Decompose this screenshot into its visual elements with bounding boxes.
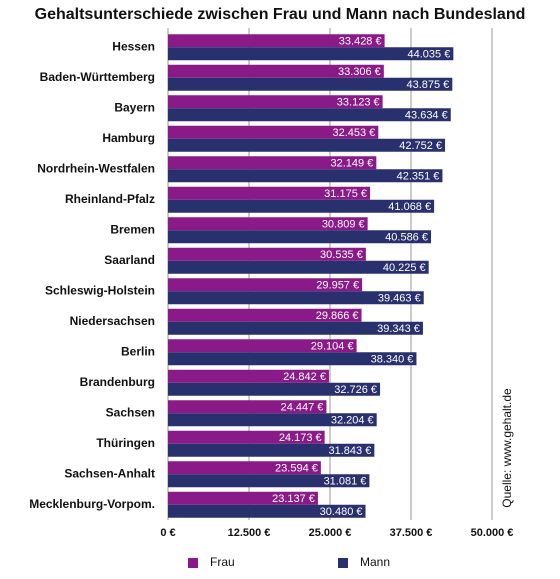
bar bbox=[168, 321, 423, 335]
bar bbox=[168, 504, 366, 518]
legend-swatch bbox=[188, 558, 198, 568]
value-label: 40.586 € bbox=[385, 232, 428, 244]
value-label: 32.726 € bbox=[334, 384, 377, 396]
value-label: 33.306 € bbox=[338, 66, 381, 78]
value-label: 44.035 € bbox=[408, 49, 451, 61]
legend-swatch bbox=[338, 558, 348, 568]
value-label: 38.340 € bbox=[371, 354, 414, 366]
bar bbox=[168, 169, 443, 183]
value-label: 30.809 € bbox=[322, 219, 365, 231]
legend-label: Mann bbox=[360, 555, 390, 569]
bar bbox=[168, 156, 377, 170]
value-label: 29.866 € bbox=[316, 310, 359, 322]
x-tick-label: 37.500 € bbox=[390, 527, 433, 539]
value-label: 32.149 € bbox=[330, 158, 373, 170]
value-label: 41.068 € bbox=[388, 201, 431, 213]
bar bbox=[168, 369, 329, 383]
value-label: 43.875 € bbox=[406, 79, 449, 91]
value-label: 32.204 € bbox=[331, 415, 374, 427]
bar bbox=[168, 413, 377, 427]
value-label: 30.535 € bbox=[320, 249, 363, 261]
value-label: 39.343 € bbox=[377, 323, 420, 335]
y-tick-label: Bayern bbox=[114, 100, 155, 114]
bar bbox=[168, 125, 379, 139]
y-tick-label: Berlin bbox=[121, 344, 155, 358]
chart-title: Gehaltsunterschiede zwischen Frau und Ma… bbox=[35, 6, 526, 23]
y-tick-label: Hamburg bbox=[102, 131, 155, 145]
value-label: 31.081 € bbox=[324, 476, 367, 488]
bar bbox=[168, 217, 368, 231]
y-tick-label: Brandenburg bbox=[80, 375, 155, 389]
x-tick-label: 12.500 € bbox=[228, 527, 271, 539]
bar bbox=[168, 95, 383, 109]
source-note: Quelle: www.gehalt.de bbox=[500, 388, 514, 508]
y-tick-label: Bremen bbox=[110, 222, 155, 236]
bar bbox=[168, 230, 431, 244]
bar bbox=[168, 47, 454, 61]
value-label: 40.225 € bbox=[383, 262, 426, 274]
y-tick-label: Saarland bbox=[104, 253, 155, 267]
value-label: 42.351 € bbox=[397, 171, 440, 183]
bar bbox=[168, 199, 435, 213]
bar bbox=[168, 308, 362, 322]
value-label: 29.957 € bbox=[316, 280, 359, 292]
y-tick-label: Rheinland-Pfalz bbox=[65, 192, 155, 206]
bar bbox=[168, 247, 366, 261]
value-label: 24.842 € bbox=[283, 371, 326, 383]
bar bbox=[168, 430, 325, 444]
bar bbox=[168, 278, 363, 292]
value-label: 33.123 € bbox=[337, 97, 380, 109]
y-tick-label: Niedersachsen bbox=[70, 314, 155, 328]
bar bbox=[168, 77, 453, 91]
value-label: 23.137 € bbox=[272, 493, 315, 505]
value-label: 24.447 € bbox=[281, 402, 324, 414]
bar bbox=[168, 491, 318, 505]
y-tick-label: Thüringen bbox=[96, 436, 155, 450]
value-label: 24.173 € bbox=[279, 432, 322, 444]
value-label: 29.104 € bbox=[311, 341, 354, 353]
value-label: 42.752 € bbox=[399, 140, 442, 152]
bar bbox=[168, 443, 375, 457]
legend-label: Frau bbox=[210, 555, 235, 569]
value-label: 23.594 € bbox=[275, 463, 318, 475]
y-tick-label: Schleswig-Holstein bbox=[45, 283, 155, 297]
y-tick-label: Sachsen bbox=[106, 405, 155, 419]
bar bbox=[168, 461, 321, 475]
y-tick-label: Sachsen-Anhalt bbox=[64, 466, 155, 480]
value-label: 39.463 € bbox=[378, 293, 421, 305]
bar bbox=[168, 108, 451, 122]
value-label: 31.175 € bbox=[324, 188, 367, 200]
value-label: 43.634 € bbox=[405, 110, 448, 122]
y-tick-label: Baden-Württemberg bbox=[40, 70, 155, 84]
value-label: 33.428 € bbox=[339, 36, 382, 48]
bar bbox=[168, 474, 370, 488]
bar bbox=[168, 34, 385, 48]
x-tick-label: 50.000 € bbox=[471, 527, 514, 539]
value-label: 31.843 € bbox=[329, 445, 372, 457]
y-tick-label: Mecklenburg-Vorpom. bbox=[29, 497, 155, 511]
x-tick-label: 25.000 € bbox=[309, 527, 352, 539]
bar bbox=[168, 339, 357, 353]
value-label: 30.480 € bbox=[320, 506, 363, 518]
bar bbox=[168, 64, 384, 78]
bar bbox=[168, 352, 417, 366]
bar bbox=[168, 138, 446, 152]
bar bbox=[168, 400, 327, 414]
bar bbox=[168, 291, 424, 305]
x-tick-label: 0 € bbox=[160, 527, 175, 539]
bar bbox=[168, 260, 429, 274]
y-tick-label: Nordrhein-Westfalen bbox=[37, 161, 155, 175]
y-tick-label: Hessen bbox=[112, 39, 155, 53]
bar bbox=[168, 186, 371, 200]
bar bbox=[168, 382, 381, 396]
value-label: 32.453 € bbox=[332, 127, 375, 139]
